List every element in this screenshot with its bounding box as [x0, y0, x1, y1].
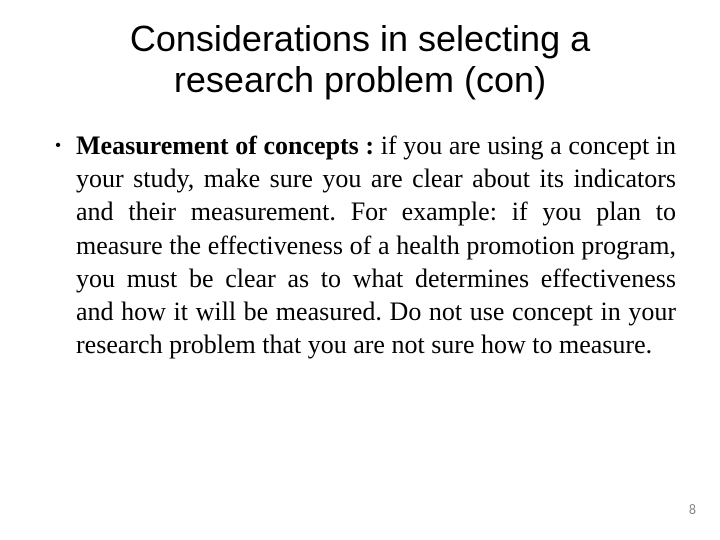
body-text-rest: if you are using a concept in your study…: [76, 131, 676, 360]
page-number: 8: [689, 501, 696, 518]
bullet-icon: •: [40, 129, 76, 155]
body-paragraph: Measurement of concepts : if you are usi…: [76, 129, 676, 362]
body-row: • Measurement of concepts : if you are u…: [40, 129, 680, 362]
title-line2: research problem (con): [174, 59, 546, 100]
body-bold-lead: Measurement of concepts :: [76, 131, 374, 160]
slide-title: Considerations in selecting a research p…: [40, 18, 680, 101]
slide-container: Considerations in selecting a research p…: [0, 0, 720, 540]
title-line1: Considerations in selecting a: [130, 18, 590, 59]
